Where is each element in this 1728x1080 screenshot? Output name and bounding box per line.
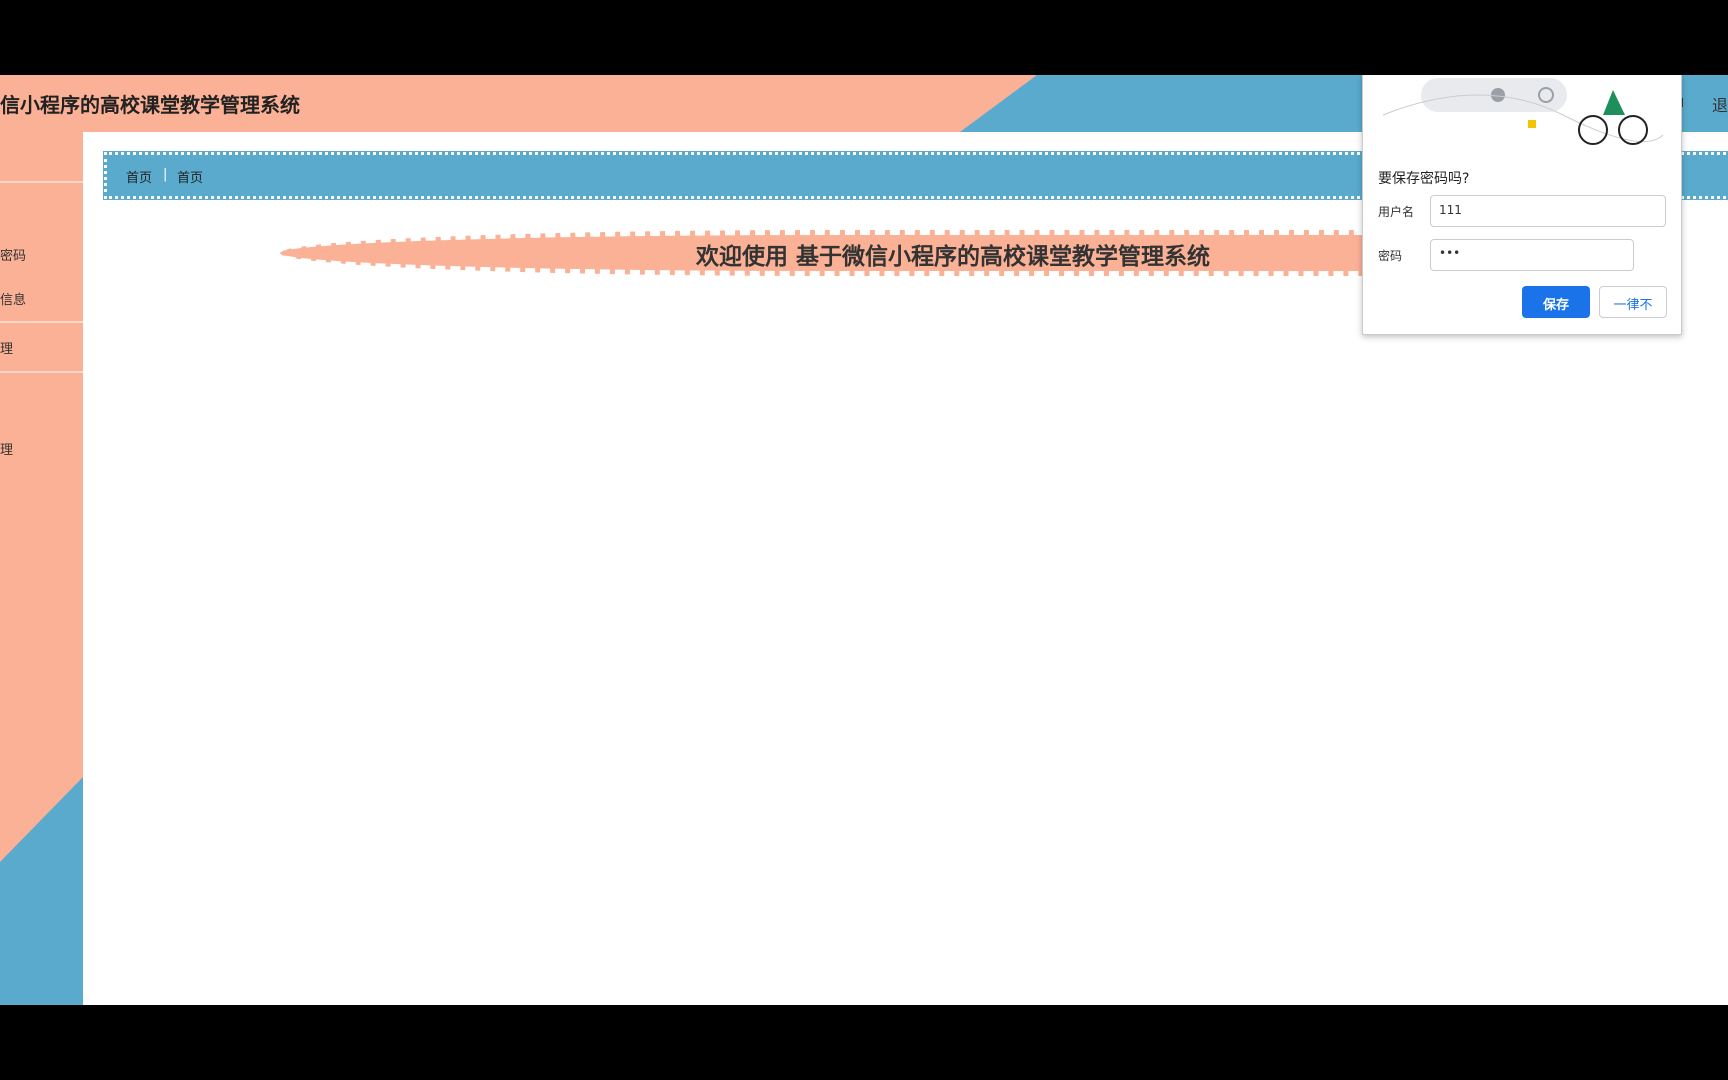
banner-text: 欢迎使用 基于微信小程序的高校课堂教学管理系统 <box>695 244 1211 270</box>
banner <box>280 230 1380 276</box>
field-label: 用户名 <box>1378 205 1415 219</box>
app: 信小程序的高校课堂教学管理系统 ı 退 密码 信息 理 理 首页 | 首页 欢迎… <box>0 75 1728 1005</box>
never-button[interactable] <box>1599 286 1667 318</box>
save-label: 保存 <box>1542 298 1570 313</box>
header-link[interactable]: 退 <box>1712 96 1728 115</box>
header-title: 信小程序的高校课堂教学管理系统 <box>0 93 300 117</box>
menu-item[interactable]: 密码 <box>0 249 27 264</box>
username-field[interactable] <box>1430 195 1666 227</box>
breadcrumb-item[interactable]: 首页 <box>177 171 204 186</box>
dialog-title: 要保存密码吗? <box>1378 171 1470 187</box>
username-value: 111 <box>1439 203 1462 217</box>
field-label: 密码 <box>1378 249 1403 263</box>
never-label: 一律不 <box>1613 298 1653 313</box>
breadcrumb-sep: | <box>163 167 168 182</box>
menu-item[interactable]: 信息 <box>0 293 27 308</box>
password-value: ••• <box>1439 246 1461 260</box>
menu-item[interactable]: 理 <box>0 342 14 357</box>
save-button[interactable] <box>1522 286 1590 318</box>
breadcrumb-item[interactable]: 首页 <box>126 171 153 186</box>
menu-item[interactable]: 理 <box>0 443 14 458</box>
illustration <box>1382 78 1664 145</box>
header-link[interactable]: ı <box>1680 92 1685 111</box>
password-field[interactable] <box>1430 239 1634 271</box>
dialog: 要保存密码吗? 用户名 111 密码 ••• 保存 一律不 <box>1362 75 1682 335</box>
sidebar-bg <box>0 132 83 1005</box>
